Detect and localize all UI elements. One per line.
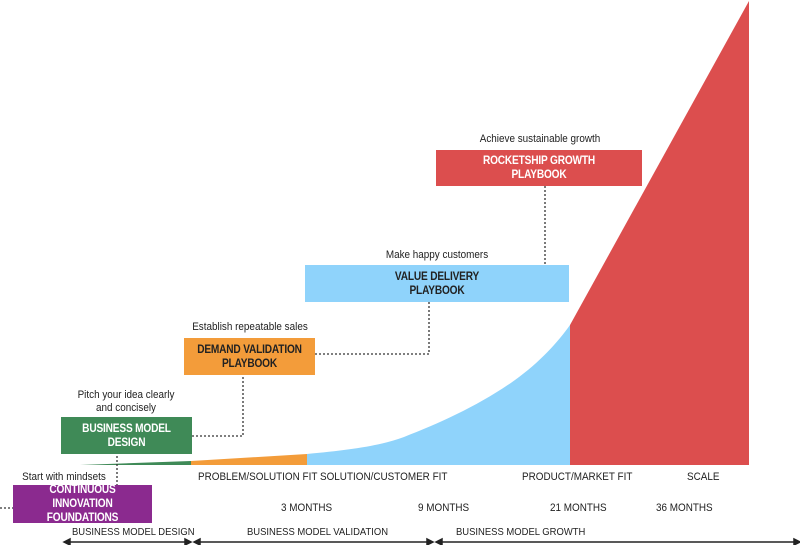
- playbook-demand-validation[interactable]: DEMAND VALIDATION PLAYBOOK: [184, 338, 315, 375]
- title-line: DEMAND VALIDATION: [197, 343, 302, 356]
- title-line: PLAYBOOK: [511, 169, 567, 181]
- curve-segment-design: [80, 461, 191, 465]
- playbook-rocketship-growth[interactable]: ROCKETSHIP GROWTH PLAYBOOK: [436, 150, 642, 186]
- caption-business-model-design: Pitch your idea clearly and concisely: [63, 389, 189, 415]
- curve-segment-validation: [191, 454, 307, 465]
- caption-foundations: Start with mindsets: [22, 471, 106, 483]
- playbook-value-delivery[interactable]: VALUE DELIVERY PLAYBOOK: [305, 265, 569, 302]
- stage-solution-customer-fit: SOLUTION/CUSTOMER FIT: [320, 471, 448, 483]
- caption-value-delivery: Make happy customers: [385, 249, 489, 261]
- title-line: CONTINUOUS INNOVATION: [49, 484, 116, 510]
- curve-segment-value-delivery: [307, 325, 570, 465]
- phase-arrows: [62, 537, 800, 545]
- phase-business-model-validation: BUSINESS MODEL VALIDATION: [247, 526, 389, 538]
- playbook-title: BUSINESS MODEL DESIGN: [69, 417, 184, 454]
- playbook-title: CONTINUOUS INNOVATION FOUNDATIONS: [21, 484, 143, 524]
- caption-rocketship: Achieve sustainable growth: [479, 133, 601, 145]
- phase-business-model-design: BUSINESS MODEL DESIGN: [72, 526, 195, 538]
- title-line: VALUE DELIVERY: [394, 270, 480, 283]
- curve-segment-rocketship: [570, 1, 749, 465]
- timeline-36-months: 36 MONTHS: [656, 502, 713, 514]
- caption-line: and concisely: [96, 402, 156, 414]
- title-line: PLAYBOOK: [221, 357, 277, 370]
- timeline-9-months: 9 MONTHS: [418, 502, 470, 514]
- timeline-21-months: 21 MONTHS: [550, 502, 607, 514]
- phase-business-model-growth: BUSINESS MODEL GROWTH: [456, 526, 586, 538]
- timeline-3-months: 3 MONTHS: [281, 502, 333, 514]
- playbook-title: ROCKETSHIP GROWTH PLAYBOOK: [448, 150, 629, 186]
- title-line: BUSINESS MODEL: [82, 422, 171, 435]
- title-line: ROCKETSHIP GROWTH: [482, 155, 596, 167]
- dotted-connectors: [0, 186, 546, 509]
- stage-product-market-fit: PRODUCT/MARKET FIT: [522, 471, 633, 483]
- caption-line: Pitch your idea clearly: [77, 389, 175, 401]
- caption-demand-validation: Establish repeatable sales: [192, 321, 308, 333]
- playbook-title: VALUE DELIVERY PLAYBOOK: [321, 265, 553, 302]
- title-line: FOUNDATIONS: [46, 512, 119, 524]
- stage-scale: SCALE: [687, 471, 720, 483]
- playbook-business-model-design[interactable]: BUSINESS MODEL DESIGN: [61, 417, 192, 454]
- title-line: DESIGN: [107, 436, 146, 449]
- stage-problem-solution-fit: PROBLEM/SOLUTION FIT: [198, 471, 318, 483]
- title-line: PLAYBOOK: [409, 284, 465, 297]
- playbook-continuous-innovation[interactable]: CONTINUOUS INNOVATION FOUNDATIONS: [13, 484, 152, 524]
- playbook-title: DEMAND VALIDATION PLAYBOOK: [192, 338, 307, 375]
